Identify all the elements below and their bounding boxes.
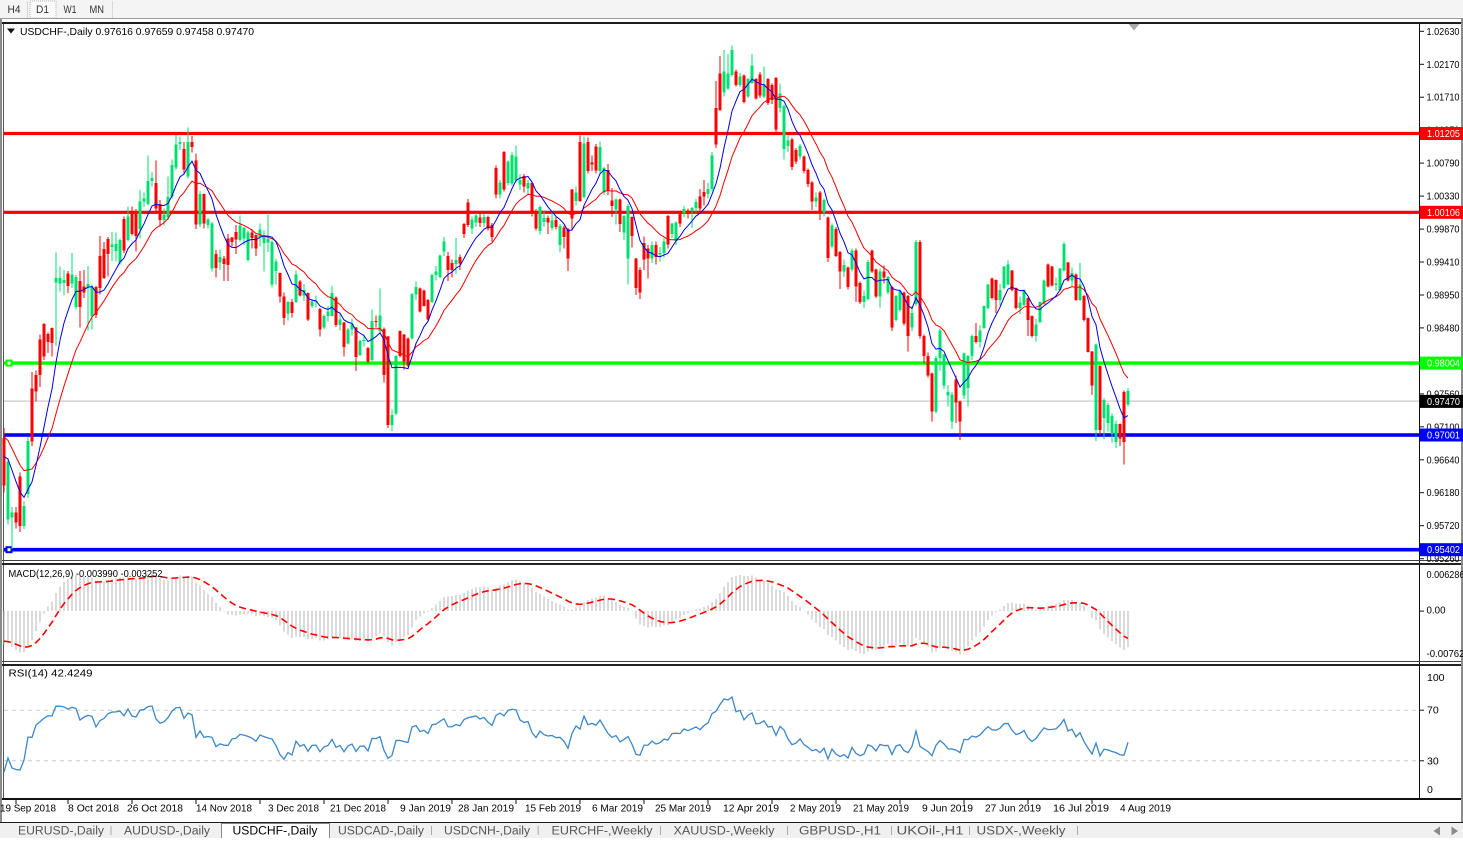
svg-text:0.96640: 0.96640	[1427, 454, 1460, 466]
svg-text:1.02630: 1.02630	[1427, 26, 1460, 38]
svg-text:0.96180: 0.96180	[1427, 487, 1460, 499]
svg-text:27 Jun 2019: 27 Jun 2019	[985, 803, 1041, 815]
svg-text:26 Oct 2018: 26 Oct 2018	[127, 803, 183, 815]
svg-text:2 May 2019: 2 May 2019	[790, 803, 841, 815]
svg-text:21 Dec 2018: 21 Dec 2018	[330, 803, 386, 815]
svg-text:0.99870: 0.99870	[1427, 224, 1460, 236]
svg-text:USDCAD-,Daily: USDCAD-,Daily	[338, 826, 424, 838]
svg-text:0.98004: 0.98004	[1427, 358, 1460, 370]
svg-text:0.99410: 0.99410	[1427, 257, 1460, 269]
svg-text:0: 0	[1427, 784, 1433, 796]
svg-text:4 Aug 2019: 4 Aug 2019	[1120, 803, 1171, 815]
svg-text:15 Feb 2019: 15 Feb 2019	[525, 803, 581, 815]
svg-text:1.01710: 1.01710	[1427, 92, 1460, 104]
svg-text:GBPUSD-,H1: GBPUSD-,H1	[799, 826, 881, 838]
svg-text:USDX-,Weekly: USDX-,Weekly	[977, 826, 1066, 838]
svg-text:25 Mar 2019: 25 Mar 2019	[655, 803, 711, 815]
svg-text:EURUSD-,Daily: EURUSD-,Daily	[18, 826, 104, 838]
svg-text:12 Apr 2019: 12 Apr 2019	[723, 803, 779, 815]
svg-text:1.01205: 1.01205	[1427, 128, 1460, 140]
svg-text:0.97470: 0.97470	[1427, 396, 1460, 408]
svg-text:1.02170: 1.02170	[1427, 59, 1460, 71]
svg-text:AUDUSD-,Daily: AUDUSD-,Daily	[124, 826, 210, 838]
svg-text:0.97001: 0.97001	[1427, 430, 1460, 442]
svg-text:MN: MN	[90, 4, 105, 16]
svg-text:70: 70	[1427, 705, 1439, 717]
svg-text:XAUUSD-,Weekly: XAUUSD-,Weekly	[674, 826, 775, 838]
svg-text:14 Nov 2018: 14 Nov 2018	[196, 803, 252, 815]
svg-text:0.98480: 0.98480	[1427, 322, 1460, 334]
svg-text:6 Mar 2019: 6 Mar 2019	[592, 803, 643, 815]
svg-text:USDCNH-,Daily: USDCNH-,Daily	[444, 826, 530, 838]
svg-text:3 Dec 2018: 3 Dec 2018	[268, 803, 319, 815]
svg-text:9 Jan 2019: 9 Jan 2019	[400, 803, 451, 815]
svg-text:0.006286: 0.006286	[1427, 569, 1463, 581]
svg-text:EURCHF-,Weekly: EURCHF-,Weekly	[552, 826, 653, 838]
svg-text:D1: D1	[36, 4, 49, 16]
svg-text:19 Sep 2018: 19 Sep 2018	[0, 803, 56, 815]
svg-text:USDCHF-,Daily: USDCHF-,Daily	[233, 826, 318, 838]
svg-text:1.00790: 1.00790	[1427, 158, 1460, 170]
svg-text:30: 30	[1427, 756, 1439, 768]
svg-text:USDCHF-,Daily 0.97616 0.97659: USDCHF-,Daily 0.97616 0.97659 0.97458 0.…	[20, 26, 254, 38]
svg-text:UKOil-,H1: UKOil-,H1	[897, 826, 964, 838]
svg-text:8 Oct 2018: 8 Oct 2018	[68, 803, 119, 815]
svg-text:9 Jun 2019: 9 Jun 2019	[922, 803, 973, 815]
svg-text:21 May 2019: 21 May 2019	[853, 803, 909, 815]
svg-text:16 Jul 2019: 16 Jul 2019	[1053, 803, 1109, 815]
svg-text:1.00106: 1.00106	[1427, 207, 1460, 219]
svg-text:MACD(12,26,9) -0.003990 -0.003: MACD(12,26,9) -0.003990 -0.003252	[9, 569, 163, 580]
svg-text:RSI(14) 42.4249: RSI(14) 42.4249	[9, 669, 93, 680]
svg-text:-0.00762: -0.00762	[1427, 648, 1463, 660]
svg-text:0.00: 0.00	[1427, 605, 1446, 617]
svg-text:100: 100	[1427, 672, 1445, 684]
svg-text:0.95720: 0.95720	[1427, 520, 1460, 532]
svg-text:W1: W1	[64, 4, 77, 16]
svg-text:H4: H4	[8, 4, 21, 16]
svg-text:0.95402: 0.95402	[1427, 544, 1460, 556]
svg-text:1.00330: 1.00330	[1427, 191, 1460, 203]
svg-text:0.98950: 0.98950	[1427, 290, 1460, 302]
svg-text:28 Jan 2019: 28 Jan 2019	[458, 803, 514, 815]
